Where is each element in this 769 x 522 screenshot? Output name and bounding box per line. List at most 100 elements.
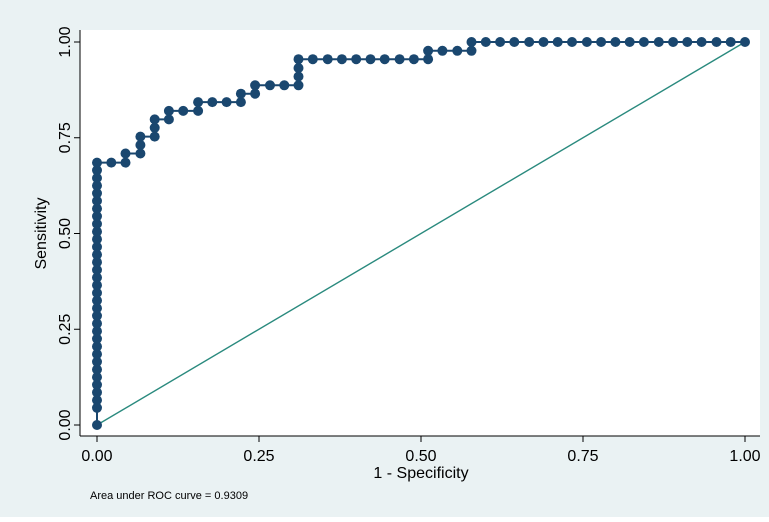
roc-point [351,54,362,65]
y-tick-label: 0.50 [57,218,74,249]
roc-point [221,97,232,108]
roc-point [92,287,102,298]
roc-point [379,54,390,65]
y-axis-ticks: 0.00 0.25 0.50 0.75 1.00 [57,26,80,441]
roc-point [92,180,102,191]
roc-point [149,122,160,133]
x-axis-label: 1 - Specificity [373,465,468,482]
roc-point [725,37,736,47]
roc-point [92,203,102,214]
roc-point [135,148,146,159]
roc-point [293,71,304,82]
roc-point [106,157,117,168]
roc-point [92,395,102,406]
roc-point [696,37,707,47]
roc-point [92,272,102,283]
roc-point [92,173,102,183]
roc-point [495,37,506,47]
roc-point [92,211,102,222]
x-tick-label: 0.00 [81,448,112,465]
roc-point [250,88,261,99]
roc-point [92,341,102,352]
roc-point [437,45,448,56]
roc-point [92,387,102,398]
auc-note: Area under ROC curve = 0.9309 [90,490,248,502]
roc-point [265,80,275,91]
roc-point [307,54,318,65]
y-tick-label: 1.00 [57,26,74,57]
roc-point [163,114,174,125]
roc-point [193,97,204,108]
roc-point [466,37,477,47]
roc-point [293,80,304,91]
x-axis-ticks: 0.00 0.25 0.50 0.75 1.00 [81,436,761,465]
roc-point [711,37,722,47]
roc-point [610,37,621,47]
roc-point [92,349,102,360]
roc-point [423,45,434,56]
roc-point [567,37,577,47]
roc-point [668,37,679,47]
roc-point [92,280,102,291]
roc-point [149,114,160,125]
roc-point [135,131,146,142]
roc-point [193,105,204,116]
roc-point [92,372,102,383]
roc-point [92,326,102,337]
roc-point [92,379,102,390]
y-tick-label: 0.00 [57,409,74,440]
roc-point [423,54,434,65]
roc-point [92,257,102,268]
roc-point [207,97,218,108]
roc-point [552,37,563,47]
roc-point [653,37,664,47]
roc-point [92,420,102,430]
reference-diagonal-line [96,41,746,426]
roc-point [92,310,102,321]
roc-markers [92,37,750,430]
roc-point [235,88,246,99]
x-tick-label: 0.75 [567,448,598,465]
roc-point [682,37,693,47]
roc-point [235,97,246,108]
roc-point [452,45,463,56]
x-tick-label: 1.00 [729,448,760,465]
roc-point [466,45,477,56]
x-tick-label: 0.25 [243,448,274,465]
roc-point [92,318,102,329]
roc-point [336,54,347,65]
roc-point [250,80,261,91]
roc-point [624,37,635,47]
roc-point [293,54,304,65]
roc-point [92,234,102,245]
roc-point [408,54,419,65]
roc-point [92,157,102,168]
y-tick-label: 0.25 [57,314,74,345]
roc-point [135,140,146,150]
roc-point [92,356,102,367]
roc-point [638,37,649,47]
y-axis-label: Sensitivity [33,197,50,269]
roc-point [365,54,376,65]
roc-point [92,226,102,237]
roc-point [394,54,405,65]
roc-point [293,63,304,73]
roc-point [120,148,131,159]
roc-point [524,37,535,47]
roc-point [92,364,102,375]
y-tick-label: 0.75 [57,122,74,153]
roc-point [322,54,333,65]
roc-point [149,131,160,142]
roc-point [596,37,607,47]
roc-point [92,188,102,199]
roc-point [92,402,102,413]
roc-point [740,37,750,47]
roc-point [120,157,131,168]
roc-point [92,195,102,206]
roc-point [279,80,290,91]
x-tick-label: 0.50 [405,448,436,465]
roc-point [509,37,520,47]
roc-point [92,249,102,260]
roc-point [92,165,102,176]
